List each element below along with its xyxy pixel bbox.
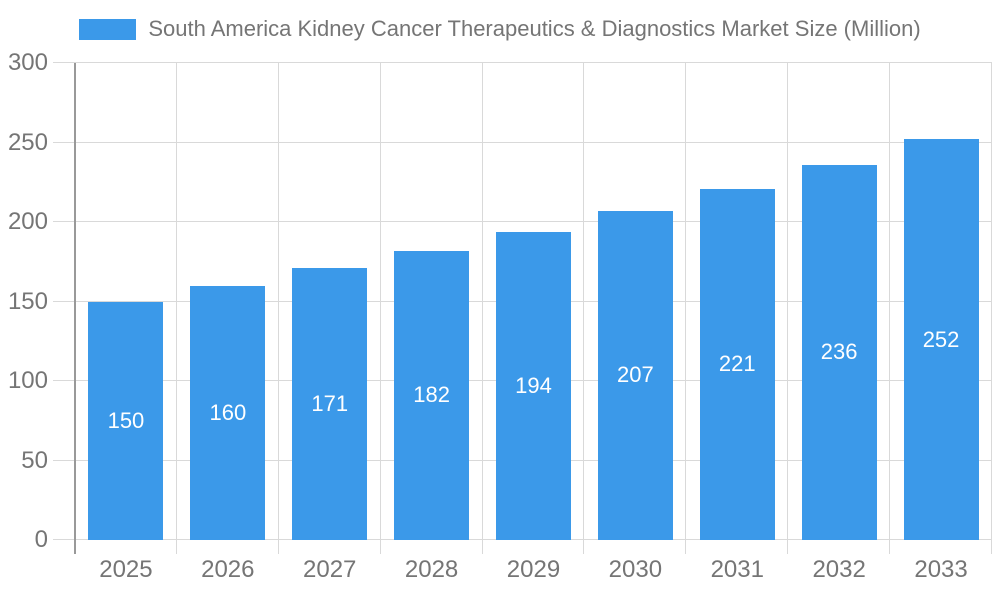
y-tick <box>53 459 75 461</box>
x-gridline <box>991 63 992 554</box>
legend[interactable]: South America Kidney Cancer Therapeutics… <box>0 14 1000 44</box>
bar-2026 <box>190 285 266 540</box>
x-gridline <box>583 63 585 554</box>
y-tick <box>53 62 75 63</box>
bar-2028 <box>394 250 470 540</box>
y-tick-label: 0 <box>34 526 48 553</box>
y-tick <box>53 380 75 381</box>
legend-swatch[interactable] <box>79 18 137 40</box>
x-tick-label: 2027 <box>303 556 357 583</box>
bar-value-label: 171 <box>311 391 349 417</box>
x-tick-label: 2029 <box>506 556 561 583</box>
x-gridline <box>787 63 789 554</box>
bar-value-label: 221 <box>718 351 756 377</box>
chart-title: South America Kidney Cancer Therapeutics… <box>148 16 921 41</box>
bar-value-label: 194 <box>515 372 552 398</box>
bar-value-label: 207 <box>617 362 654 388</box>
x-gridline <box>685 63 687 554</box>
bar-2030 <box>597 210 673 540</box>
bar-2029 <box>496 231 571 540</box>
y-tick-label: 200 <box>7 208 48 235</box>
x-gridline <box>379 63 381 554</box>
x-gridline <box>175 63 177 554</box>
y-tick-label: 250 <box>7 128 48 156</box>
x-gridline <box>889 63 891 554</box>
y-tick <box>53 221 75 222</box>
x-gridline <box>481 63 483 554</box>
y-tick <box>53 300 75 302</box>
bar-value-label: 160 <box>209 399 247 425</box>
bar-2025 <box>88 301 164 540</box>
x-tick-label: 2033 <box>914 556 968 583</box>
x-tick-label: 2032 <box>812 556 866 583</box>
y-tick <box>53 141 75 143</box>
bar-value-label: 252 <box>922 326 960 352</box>
y-tick-label: 300 <box>7 49 48 76</box>
bar-value-label: 182 <box>413 382 450 408</box>
bar-2032 <box>801 164 877 540</box>
y-tick-label: 100 <box>7 367 48 394</box>
x-tick-label: 2030 <box>608 556 663 583</box>
y-axis-line <box>74 63 76 554</box>
y-gridline <box>75 221 992 222</box>
y-tick-label: 150 <box>7 287 48 315</box>
bar-2027 <box>292 268 368 540</box>
y-gridline <box>75 141 992 143</box>
y-tick-label: 50 <box>21 446 48 474</box>
bar-value-label: 236 <box>820 339 858 365</box>
bar-value-label: 150 <box>107 407 145 433</box>
y-gridline <box>75 62 992 63</box>
x-tick-label: 2026 <box>201 556 255 583</box>
x-gridline <box>277 63 279 554</box>
bar-2033 <box>903 139 979 540</box>
y-tick <box>53 539 75 540</box>
x-tick-label: 2025 <box>99 556 153 583</box>
x-tick-label: 2028 <box>404 556 459 583</box>
bar-2031 <box>699 188 775 540</box>
x-tick-label: 2031 <box>710 556 764 583</box>
